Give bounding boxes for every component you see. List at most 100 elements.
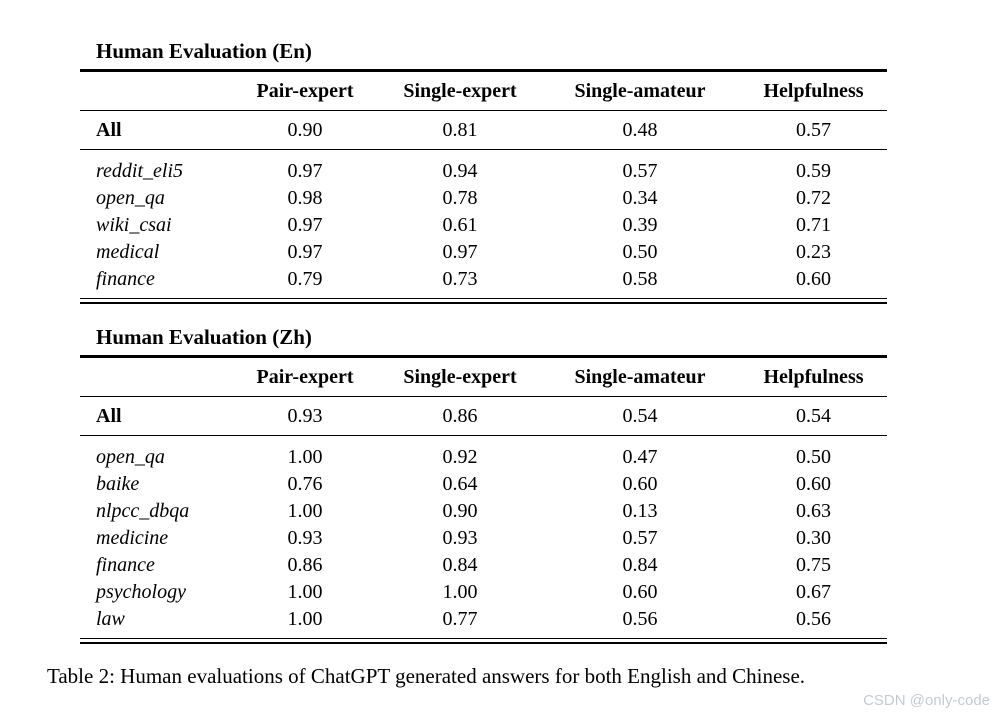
double-bottom-rule bbox=[80, 638, 887, 644]
value-cell: 0.94 bbox=[442, 160, 478, 182]
value-cell: 0.90 bbox=[442, 500, 478, 522]
value-cell: 0.86 bbox=[287, 554, 323, 576]
value-cell: 0.48 bbox=[540, 110, 740, 150]
value-cell: 0.92 bbox=[442, 446, 478, 468]
value-cell: 0.60 bbox=[622, 473, 658, 495]
value-cell: 0.97 bbox=[287, 160, 323, 182]
row-label: nlpcc_dbqa bbox=[96, 500, 190, 522]
row-label: medicine bbox=[96, 527, 169, 549]
column-header: Single-amateur bbox=[540, 358, 740, 397]
column-header: Helpfulness bbox=[740, 72, 887, 111]
value-cell: 0.60 bbox=[796, 268, 831, 290]
value-cell: 1.00 bbox=[287, 500, 323, 522]
value-cell: 0.75 bbox=[796, 554, 831, 576]
column-header: Helpfulness bbox=[740, 358, 887, 397]
human-eval-zh-block: Human Evaluation (Zh) Pair-expert Single-… bbox=[80, 324, 887, 644]
value-cell: 0.61 bbox=[442, 214, 478, 236]
value-cell: 0.81 bbox=[380, 110, 540, 150]
value-cell: 0.79 bbox=[287, 268, 323, 290]
value-cell: 1.00 bbox=[287, 446, 323, 468]
row-label: All bbox=[80, 110, 230, 150]
value-cell: 0.34 bbox=[622, 187, 658, 209]
column-header: Single-expert bbox=[380, 72, 540, 111]
header-row: Pair-expert Single-expert Single-amateur He… bbox=[80, 72, 887, 111]
row-label: reddit_eli5 bbox=[96, 160, 184, 182]
table-row: open_qa 1.00 0.92 0.47 0.50 bbox=[80, 436, 887, 472]
summary-row: All 0.90 0.81 0.48 0.57 bbox=[80, 110, 887, 150]
human-eval-en-block: Human Evaluation (En) Pair-expert Single-… bbox=[80, 38, 887, 304]
column-header: Pair-expert bbox=[230, 358, 380, 397]
table-row: medicine 0.93 0.93 0.57 0.30 bbox=[80, 525, 887, 552]
value-cell: 0.97 bbox=[442, 241, 478, 263]
value-cell: 0.93 bbox=[287, 527, 323, 549]
value-cell: 0.97 bbox=[287, 241, 323, 263]
value-cell: 0.97 bbox=[287, 214, 323, 236]
value-cell: 0.73 bbox=[442, 268, 478, 290]
value-cell: 0.77 bbox=[442, 608, 478, 630]
value-cell: 0.58 bbox=[622, 268, 658, 290]
value-cell: 0.57 bbox=[622, 160, 658, 182]
value-cell: 0.56 bbox=[622, 608, 658, 630]
value-cell: 1.00 bbox=[287, 581, 323, 603]
value-cell: 0.30 bbox=[796, 527, 831, 549]
value-cell: 0.56 bbox=[796, 608, 831, 630]
header-row: Pair-expert Single-expert Single-amateur He… bbox=[80, 358, 887, 397]
row-label: open_qa bbox=[96, 446, 165, 468]
value-cell: 0.59 bbox=[796, 160, 831, 182]
value-cell: 0.71 bbox=[796, 214, 831, 236]
value-cell: 0.63 bbox=[796, 500, 831, 522]
table-row: psychology 1.00 1.00 0.60 0.67 bbox=[80, 579, 887, 606]
value-cell: 0.60 bbox=[622, 581, 658, 603]
column-header: Single-expert bbox=[380, 358, 540, 397]
row-label: finance bbox=[96, 554, 155, 576]
double-bottom-rule bbox=[80, 298, 887, 304]
table-body-en: All 0.90 0.81 0.48 0.57 reddit_eli5 0.97 0.94 0.… bbox=[80, 110, 887, 294]
row-label: baike bbox=[96, 473, 140, 495]
column-header: Single-amateur bbox=[540, 72, 740, 111]
table-row: reddit_eli5 0.97 0.94 0.57 0.59 bbox=[80, 150, 887, 186]
header-empty-cell bbox=[80, 72, 230, 111]
value-cell: 0.54 bbox=[740, 396, 887, 436]
table-title-en: Human Evaluation (En) bbox=[80, 38, 887, 72]
value-cell: 1.00 bbox=[442, 581, 478, 603]
table-title-zh: Human Evaluation (Zh) bbox=[80, 324, 887, 358]
table-header-en: Pair-expert Single-expert Single-amateur He… bbox=[80, 72, 887, 111]
table-row: finance 0.86 0.84 0.84 0.75 bbox=[80, 552, 887, 579]
value-cell: 0.23 bbox=[796, 241, 831, 263]
table-header-zh: Pair-expert Single-expert Single-amateur He… bbox=[80, 358, 887, 397]
value-cell: 0.50 bbox=[622, 241, 658, 263]
value-cell: 0.67 bbox=[796, 581, 831, 603]
table-row: finance 0.79 0.73 0.58 0.60 bbox=[80, 266, 887, 293]
column-header: Pair-expert bbox=[230, 72, 380, 111]
value-cell: 0.93 bbox=[442, 527, 478, 549]
value-cell: 0.13 bbox=[622, 500, 658, 522]
human-eval-zh-table: Pair-expert Single-expert Single-amateur He… bbox=[80, 358, 887, 633]
value-cell: 0.76 bbox=[287, 473, 323, 495]
value-cell: 1.00 bbox=[287, 608, 323, 630]
value-cell: 0.57 bbox=[622, 527, 658, 549]
value-cell: 0.39 bbox=[622, 214, 658, 236]
table-row: wiki_csai 0.97 0.61 0.39 0.71 bbox=[80, 212, 887, 239]
header-empty-cell bbox=[80, 358, 230, 397]
value-cell: 0.98 bbox=[287, 187, 323, 209]
row-label: All bbox=[80, 396, 230, 436]
table-body-zh: All 0.93 0.86 0.54 0.54 open_qa 1.00 0.92 0.47 0.… bbox=[80, 396, 887, 634]
row-label: open_qa bbox=[96, 187, 165, 209]
row-label: wiki_csai bbox=[96, 214, 172, 236]
value-cell: 0.72 bbox=[796, 187, 831, 209]
value-cell: 0.50 bbox=[796, 446, 831, 468]
value-cell: 0.64 bbox=[442, 473, 478, 495]
value-cell: 0.54 bbox=[540, 396, 740, 436]
table-row: baike 0.76 0.64 0.60 0.60 bbox=[80, 471, 887, 498]
row-label: psychology bbox=[96, 581, 186, 603]
value-cell: 0.93 bbox=[230, 396, 380, 436]
human-eval-en-table: Pair-expert Single-expert Single-amateur He… bbox=[80, 72, 887, 293]
value-cell: 0.78 bbox=[442, 187, 478, 209]
value-cell: 0.47 bbox=[622, 446, 658, 468]
row-label: medical bbox=[96, 241, 160, 263]
row-label: law bbox=[96, 608, 125, 630]
table-row: nlpcc_dbqa 1.00 0.90 0.13 0.63 bbox=[80, 498, 887, 525]
table-caption: Table 2: Human evaluations of ChatGPT ge… bbox=[47, 664, 806, 688]
value-cell: 0.57 bbox=[740, 110, 887, 150]
